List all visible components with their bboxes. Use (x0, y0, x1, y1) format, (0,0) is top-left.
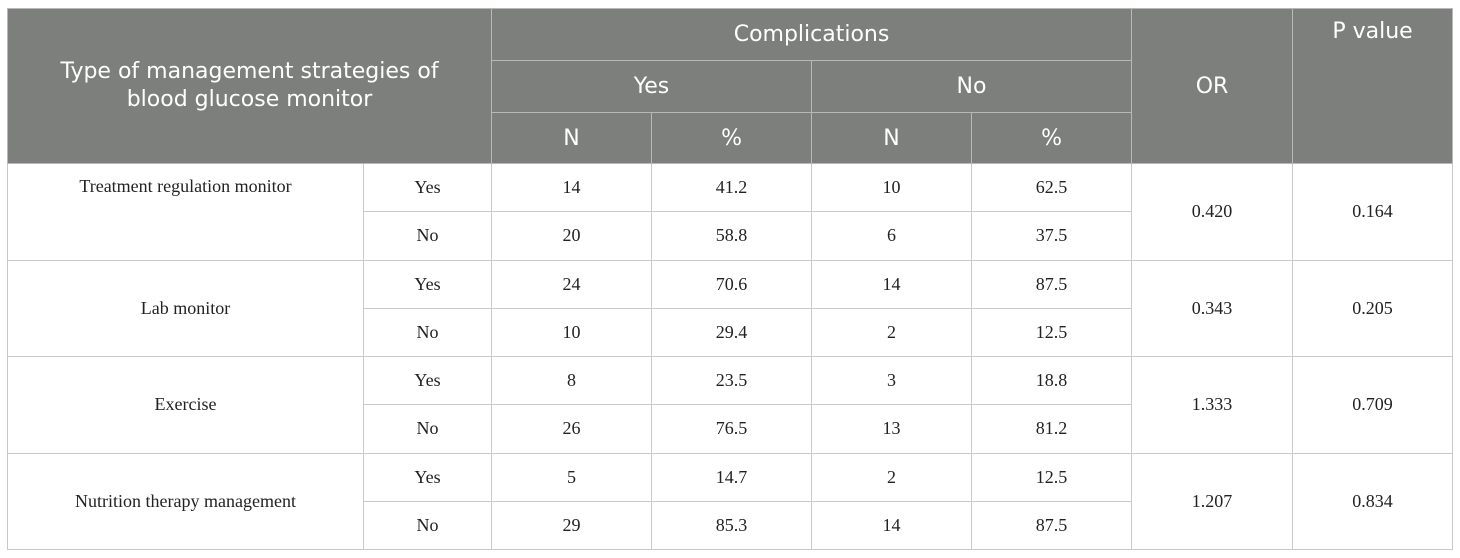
no-pct-cell: 87.5 (971, 259, 1133, 309)
answer-cell: No (362, 500, 493, 551)
or-cell: 0.343 (1131, 259, 1294, 357)
yes-n-cell: 29 (491, 500, 653, 551)
yes-n-cell: 10 (491, 307, 653, 358)
yes-pct-cell: 41.2 (651, 162, 813, 213)
no-pct-header: % (971, 112, 1133, 164)
table-row: No 29 85.3 14 87.5 (8, 500, 1453, 551)
complications-header: Complications (491, 8, 1133, 61)
p-value-cell: 0.164 (1292, 163, 1454, 261)
table-row: No 26 76.5 13 81.2 (8, 404, 1453, 454)
p-value-cell: 0.205 (1292, 259, 1454, 357)
table-header: Type of management strategies of blood g… (6, 8, 1454, 164)
answer-cell: Yes (362, 452, 493, 502)
no-n-cell: 6 (811, 211, 973, 261)
no-pct-cell: 18.8 (971, 355, 1133, 406)
yes-n-cell: 14 (491, 162, 653, 213)
table-row: Lab monitor Yes 24 70.6 14 87.5 0.343 0.… (7, 259, 1454, 357)
p-value-header: P value (1292, 8, 1454, 164)
no-n-cell: 2 (811, 307, 973, 358)
answer-cell: Yes (362, 162, 493, 213)
yes-header: Yes (491, 60, 813, 113)
no-n-cell: 13 (811, 404, 973, 454)
yes-pct-cell: 58.8 (651, 211, 813, 261)
yes-pct-cell: 29.4 (651, 307, 813, 358)
yes-n-header: N (491, 112, 653, 164)
p-value-cell: 0.834 (1292, 452, 1454, 550)
no-pct-cell: 12.5 (971, 452, 1133, 502)
no-n-cell: 3 (811, 355, 973, 406)
answer-cell: Yes (362, 259, 493, 309)
or-header: OR (1131, 8, 1294, 164)
table-row: No 20 58.8 6 37.5 (8, 211, 1453, 261)
answer-cell: No (362, 404, 493, 454)
yes-n-cell: 26 (491, 404, 653, 454)
yes-pct-cell: 23.5 (651, 355, 813, 406)
yes-pct-cell: 85.3 (651, 500, 813, 551)
no-n-cell: 14 (811, 500, 973, 551)
yes-n-cell: 24 (491, 259, 653, 309)
yes-n-cell: 20 (491, 211, 653, 261)
answer-cell: Yes (362, 355, 493, 406)
no-n-cell: 2 (811, 452, 973, 502)
or-cell: 1.333 (1131, 356, 1294, 454)
table-row: Exercise Yes 8 23.5 3 18.8 1.333 0.709 (7, 355, 1454, 454)
no-n-header: N (811, 112, 973, 164)
complications-table: Type of management strategies of blood g… (6, 8, 1454, 551)
yes-pct-cell: 70.6 (651, 259, 813, 309)
answer-cell: No (362, 307, 493, 358)
no-pct-cell: 62.5 (971, 162, 1133, 213)
no-n-cell: 14 (811, 259, 973, 309)
yes-n-cell: 8 (491, 355, 653, 406)
strategy-label: Lab monitor (7, 259, 364, 357)
no-pct-cell: 87.5 (971, 500, 1133, 551)
strategy-label: Nutrition therapy management (7, 452, 364, 550)
no-pct-cell: 37.5 (971, 211, 1133, 261)
table-row: Nutrition therapy management Yes 5 14.7 … (7, 452, 1454, 550)
table-row: Treatment regulation monitor Yes 14 41.2… (7, 162, 1454, 261)
table-body: Treatment regulation monitor Yes 14 41.2… (7, 162, 1454, 551)
yes-pct-cell: 76.5 (651, 404, 813, 454)
no-pct-cell: 12.5 (971, 307, 1133, 358)
yes-n-cell: 5 (491, 452, 653, 502)
or-cell: 0.420 (1131, 163, 1294, 261)
strategy-label: Exercise (7, 356, 364, 454)
no-header: No (811, 60, 1133, 113)
yes-pct-cell: 14.7 (651, 452, 813, 502)
type-header: Type of management strategies of blood g… (6, 8, 493, 164)
no-pct-cell: 81.2 (971, 404, 1133, 454)
p-value-cell: 0.709 (1292, 356, 1454, 454)
no-n-cell: 10 (811, 162, 973, 213)
answer-cell: No (362, 211, 493, 261)
yes-pct-header: % (651, 112, 813, 164)
or-cell: 1.207 (1131, 452, 1294, 550)
strategy-label: Treatment regulation monitor (7, 163, 364, 261)
